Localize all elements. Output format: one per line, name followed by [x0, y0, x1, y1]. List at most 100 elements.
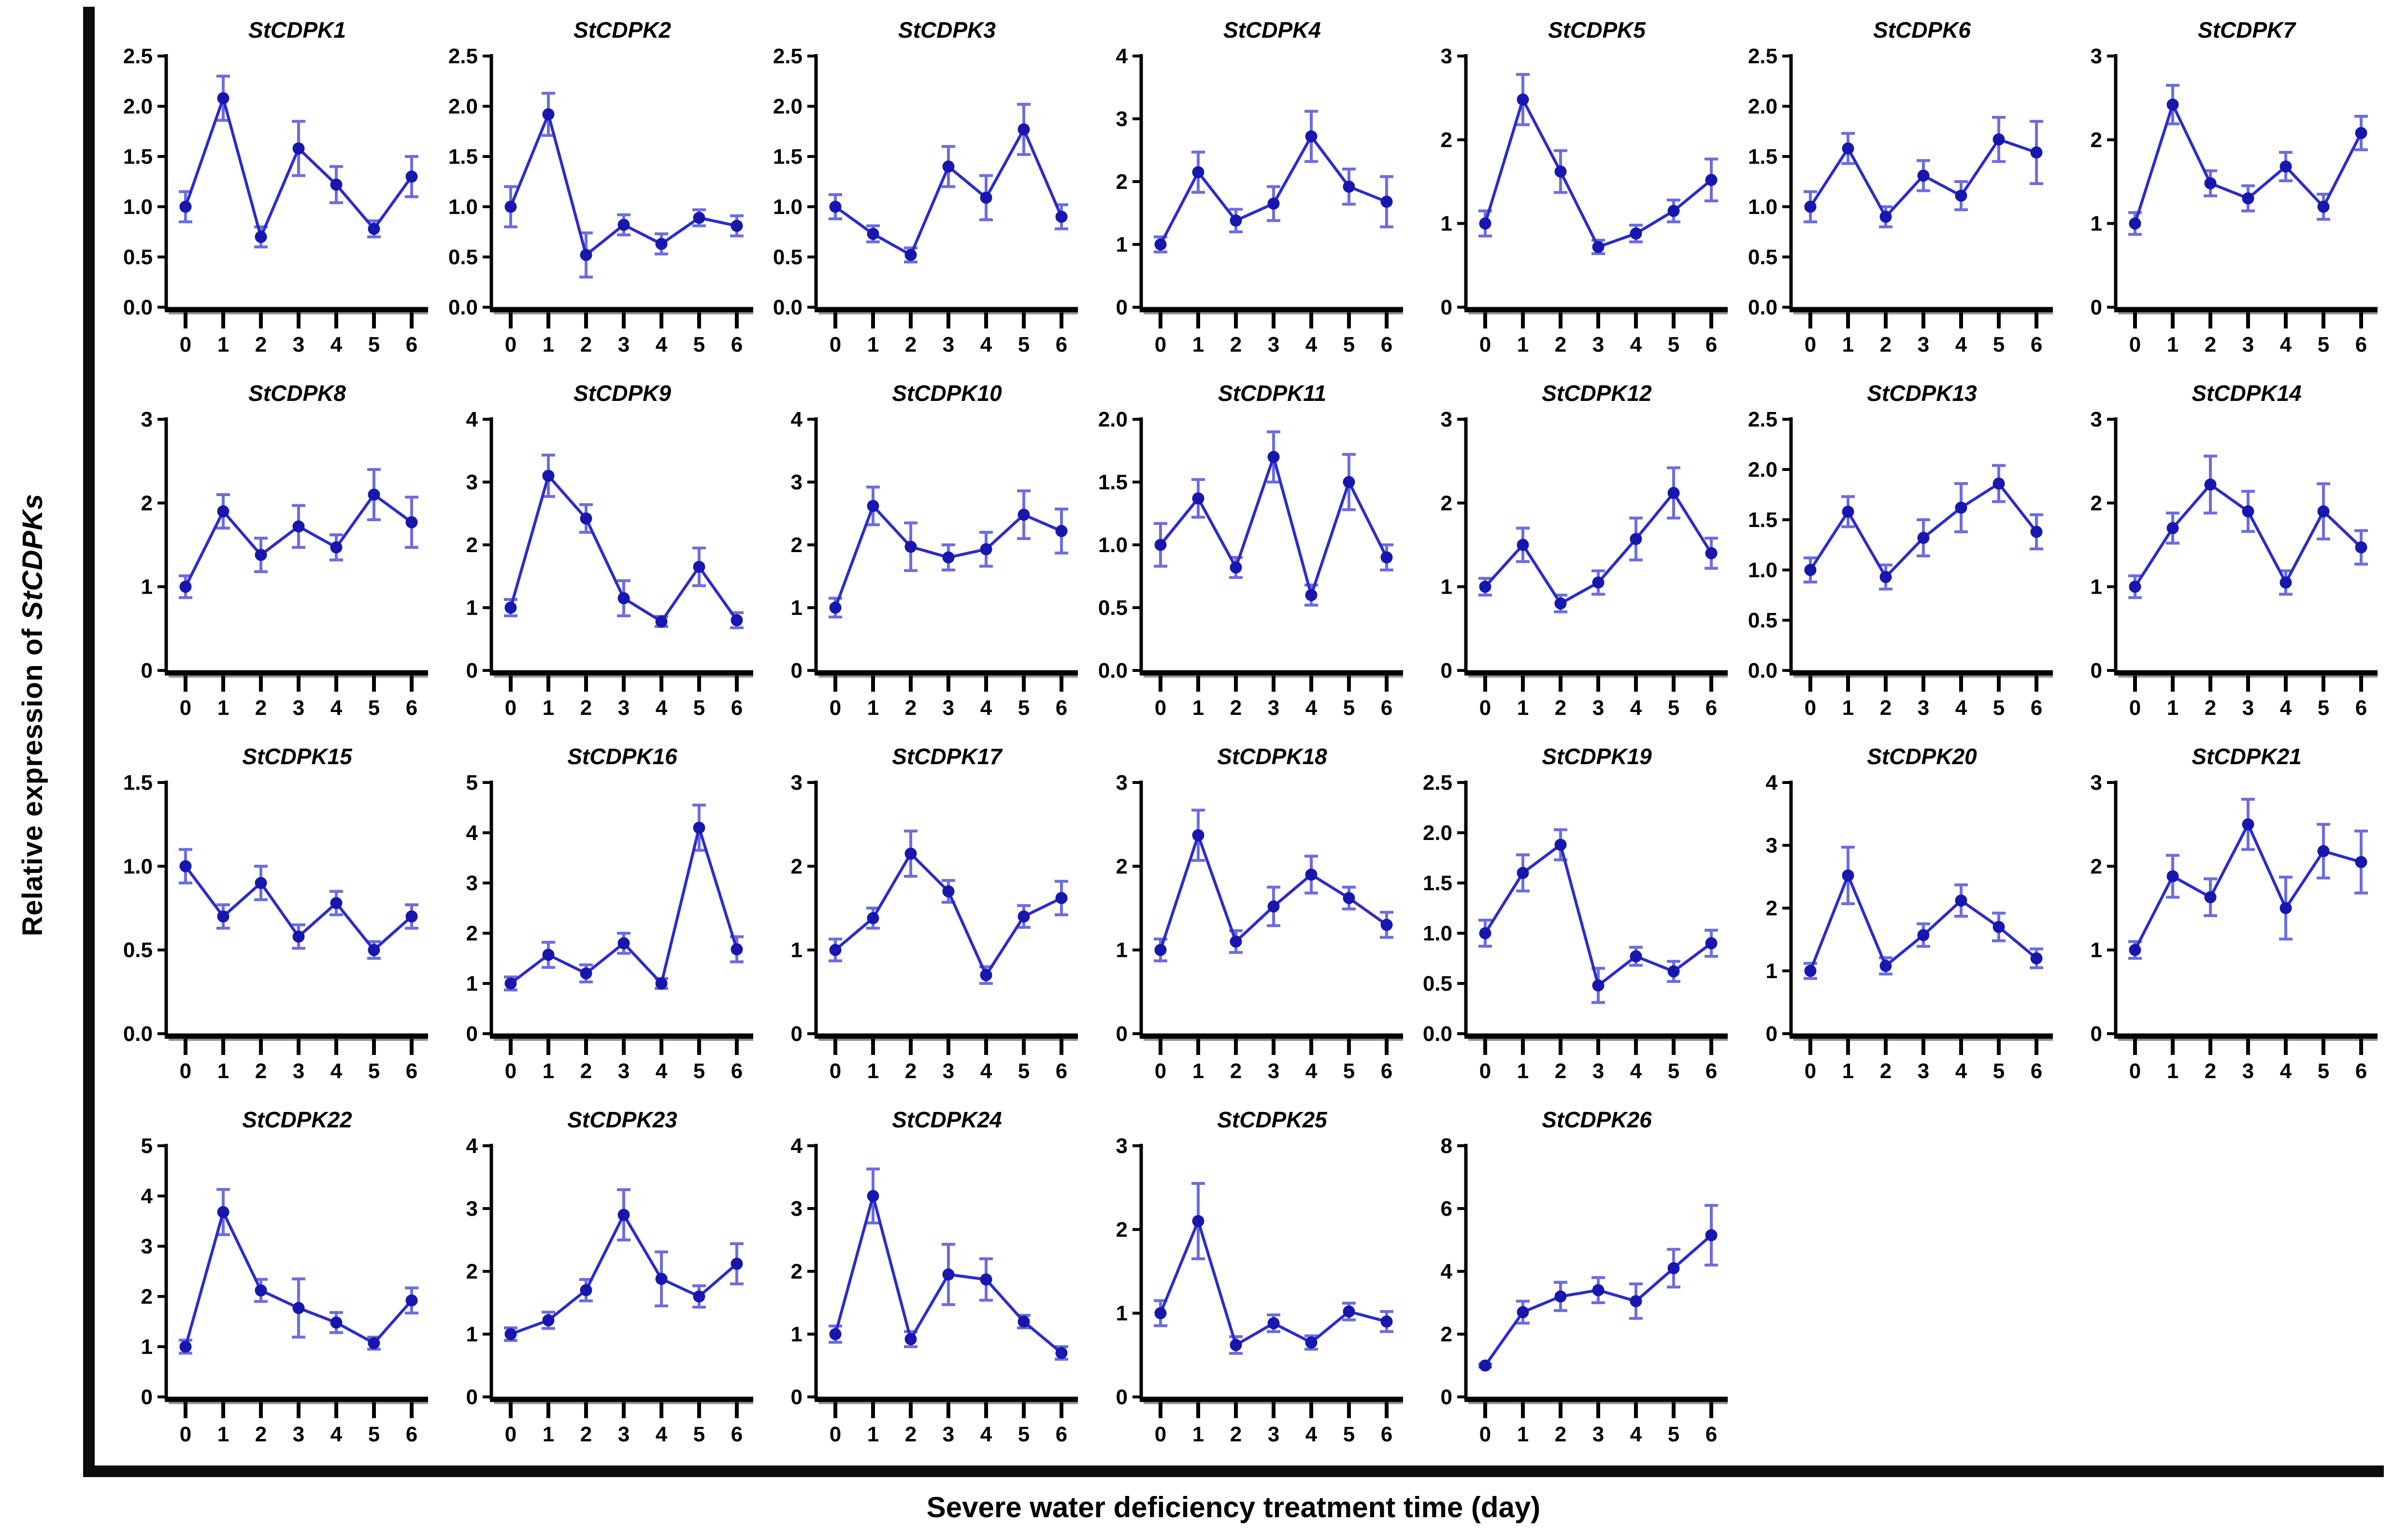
- y-tick-label: 4: [1116, 44, 1128, 68]
- x-tick-label: 5: [693, 696, 704, 720]
- data-point: [2129, 581, 2141, 593]
- x-tick-label: 5: [368, 696, 380, 720]
- x-tick-label: 4: [980, 1423, 992, 1446]
- y-axis: 0 1 2 3 4: [1765, 771, 1793, 1046]
- data-point: [942, 160, 955, 173]
- x-tick-label: 4: [1630, 1423, 1642, 1446]
- x-tick-label: 5: [1343, 1423, 1354, 1446]
- data-point: [942, 885, 955, 897]
- panel-title: StCDPK6: [1873, 17, 1971, 43]
- data-point: [580, 249, 592, 261]
- data-point: [2317, 200, 2330, 213]
- x-tick-label: 0: [830, 333, 841, 356]
- y-tick-label: 3: [466, 871, 477, 895]
- data-point: [542, 949, 555, 961]
- data-point: [1230, 1339, 1242, 1352]
- data-point: [1592, 1284, 1605, 1296]
- y-tick-label: 2: [1116, 170, 1127, 194]
- data-point: [542, 470, 555, 482]
- data-point: [2279, 576, 2292, 589]
- data-point: [980, 543, 992, 555]
- data-point: [368, 944, 380, 956]
- y-tick-label: 2.5: [1748, 44, 1777, 68]
- y-tick-label: 2.5: [1748, 408, 1777, 431]
- y-axis-label: Relative expression of StCDPKs: [16, 494, 49, 936]
- error-bars: [1478, 73, 1719, 256]
- x-tick-label: 3: [293, 696, 304, 720]
- data-point: [292, 142, 305, 155]
- data-points: [2129, 478, 2367, 593]
- x-tick-label: 1: [1842, 333, 1854, 356]
- x-tick-label: 3: [943, 1423, 954, 1446]
- x-tick-label: 2: [1555, 696, 1566, 720]
- x-axis: 0 1 2 3 4 5 6: [1464, 1396, 1728, 1446]
- x-tick-label: 1: [867, 1059, 879, 1083]
- x-tick-label: 2: [1230, 696, 1241, 720]
- x-tick-label: 1: [867, 1423, 879, 1446]
- data-points: [1804, 133, 2043, 223]
- data-point: [2317, 505, 2330, 518]
- data-point: [1517, 539, 1529, 551]
- x-tick-label: 4: [330, 333, 343, 356]
- chart-stcdpk15: StCDPK15 0.0 0.5 1.0 1.5 0 1 2 3 4 5 6: [123, 744, 428, 1083]
- panel-stcdpk16: StCDPK16 0 1 2 3 4 5 0 1 2 3 4 5 6: [434, 738, 756, 1101]
- y-tick-label: 2.5: [1423, 771, 1452, 795]
- y-tick-label: 1.0: [123, 854, 153, 878]
- y-tick-label: 2: [1441, 128, 1452, 152]
- data-point: [580, 967, 592, 980]
- x-tick-label: 3: [1918, 696, 1929, 720]
- data-point: [2129, 944, 2141, 956]
- y-tick-label: 2.0: [1423, 821, 1452, 845]
- chart-stcdpk23: StCDPK23 0 1 2 3 4 0 1 2 3 4 5 6: [466, 1107, 753, 1446]
- y-tick-label: 1: [1441, 212, 1452, 236]
- data-point: [2279, 160, 2292, 173]
- x-tick-label: 1: [867, 333, 879, 356]
- panel-stcdpk3: StCDPK3 0.0 0.5 1.0 1.5 2.0 2.5 0 1 2 3 4 5 6: [759, 12, 1081, 375]
- x-tick-label: 2: [255, 1059, 267, 1083]
- data-point: [217, 910, 229, 923]
- data-point: [330, 1316, 343, 1329]
- data-points: [1804, 869, 2043, 977]
- panel-title: StCDPK5: [1548, 17, 1646, 43]
- data-point: [1343, 180, 1355, 193]
- x-axis: 0 1 2 3 4 5 6: [815, 670, 1078, 720]
- panel-title: StCDPK19: [1542, 744, 1652, 769]
- data-point: [867, 499, 879, 512]
- figure-frame: StCDPK1 0.0 0.5 1.0 1.5 2.0 2.5 0 1 2 3 4 5 6 StCDPK2 0…: [83, 7, 2384, 1477]
- y-tick-label: 2.0: [448, 95, 477, 118]
- y-axis-label-text: Relative expression of: [17, 620, 48, 937]
- panel-title: StCDPK7: [2198, 17, 2296, 43]
- x-tick-label: 6: [1706, 1059, 1717, 1083]
- y-axis: 0 1 2 3: [2091, 408, 2118, 683]
- x-axis: 0 1 2 3 4 5 6: [1139, 307, 1403, 356]
- panel-title: StCDPK24: [892, 1107, 1002, 1132]
- chart-stcdpk21: StCDPK21 0 1 2 3 0 1 2 3 4 5 6: [2091, 744, 2378, 1083]
- y-tick-label: 2: [1116, 1218, 1127, 1241]
- data-point: [904, 249, 917, 261]
- x-tick-label: 4: [1955, 1059, 1967, 1083]
- y-tick-label: 1.0: [1423, 922, 1452, 945]
- chart-stcdpk11: StCDPK11 0.0 0.5 1.0 1.5 2.0 0 1 2 3 4 5 6: [1098, 381, 1403, 720]
- data-point: [504, 977, 517, 990]
- x-tick-label: 2: [1555, 333, 1566, 356]
- x-tick-label: 2: [2205, 696, 2216, 720]
- panel-title: StCDPK2: [573, 17, 671, 43]
- x-tick-label: 1: [1517, 1423, 1529, 1446]
- x-tick-label: 1: [1192, 1059, 1204, 1083]
- y-axis: 0.0 0.5 1.0 1.5 2.0 2.5: [1748, 408, 1793, 683]
- data-point: [1554, 839, 1567, 851]
- x-tick-label: 2: [2205, 333, 2216, 356]
- data-point: [1667, 205, 1680, 217]
- x-tick-label: 4: [330, 1059, 343, 1083]
- data-point: [1018, 123, 1030, 136]
- data-point: [1667, 1262, 1680, 1274]
- data-point: [1305, 589, 1318, 601]
- data-points: [179, 92, 418, 243]
- x-tick-label: 1: [1517, 696, 1529, 720]
- data-point: [2204, 891, 2217, 903]
- chart-stcdpk13: StCDPK13 0.0 0.5 1.0 1.5 2.0 2.5 0 1 2 3 4 5 6: [1748, 381, 2053, 720]
- y-tick-label: 0.5: [1748, 245, 1777, 269]
- y-tick-label: 2: [791, 1260, 803, 1283]
- x-tick-label: 0: [180, 1423, 191, 1446]
